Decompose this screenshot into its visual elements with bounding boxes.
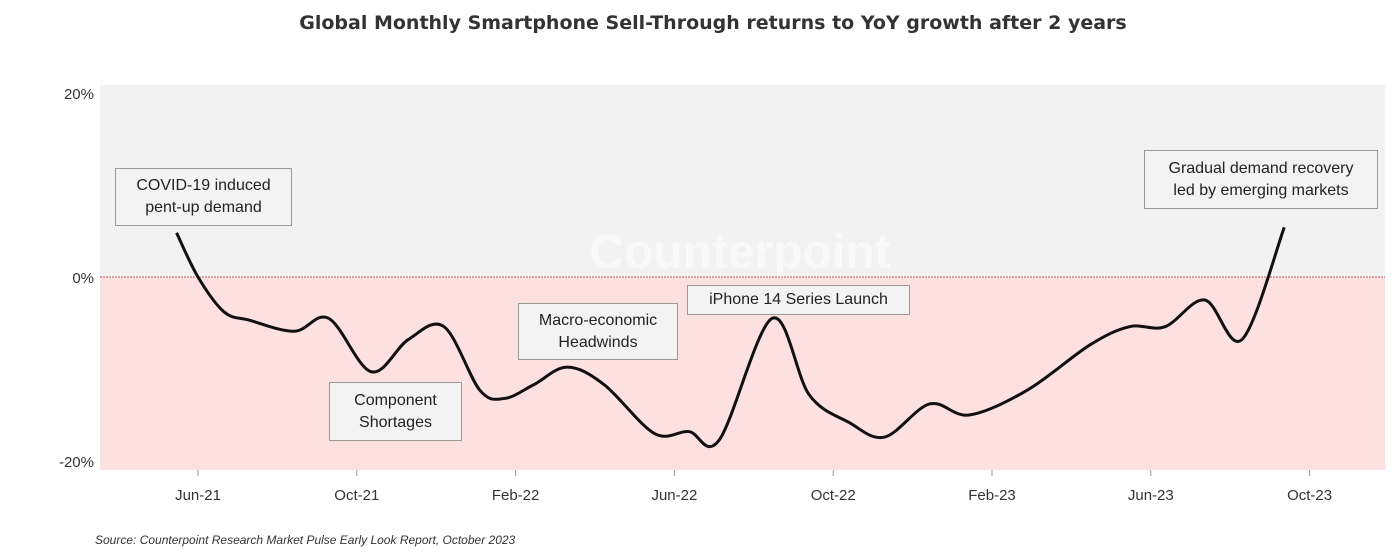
x-tick-label: Oct-21 (334, 487, 379, 504)
y-tick-label: -20% (59, 454, 94, 471)
x-tick-label: Oct-22 (811, 487, 856, 504)
x-tick-label: Jun-23 (1128, 487, 1174, 504)
annotation-covid: COVID-19 induced pent-up demand (115, 168, 292, 226)
annotation-iphone-launch: iPhone 14 Series Launch (687, 285, 910, 315)
source-note: Source: Counterpoint Research Market Pul… (95, 533, 516, 547)
annotation-component-shortages: Component Shortages (329, 382, 462, 441)
x-tick-label: Jun-21 (175, 487, 221, 504)
annotation-demand-recovery: Gradual demand recovery led by emerging … (1144, 150, 1378, 209)
chart-title: Global Monthly Smartphone Sell-Through r… (299, 12, 1127, 34)
x-tick-label: Feb-23 (968, 487, 1016, 504)
y-tick-label: 20% (64, 86, 94, 103)
x-tick-label: Oct-23 (1287, 487, 1332, 504)
series-line (175, 226, 1286, 449)
x-tick-label: Jun-22 (651, 487, 697, 504)
watermark-logo: Counterpoint (589, 226, 890, 279)
annotation-macro-economic: Macro-economic Headwinds (518, 303, 678, 360)
x-tick-label: Feb-22 (492, 487, 540, 504)
y-tick-label: 0% (72, 270, 94, 287)
